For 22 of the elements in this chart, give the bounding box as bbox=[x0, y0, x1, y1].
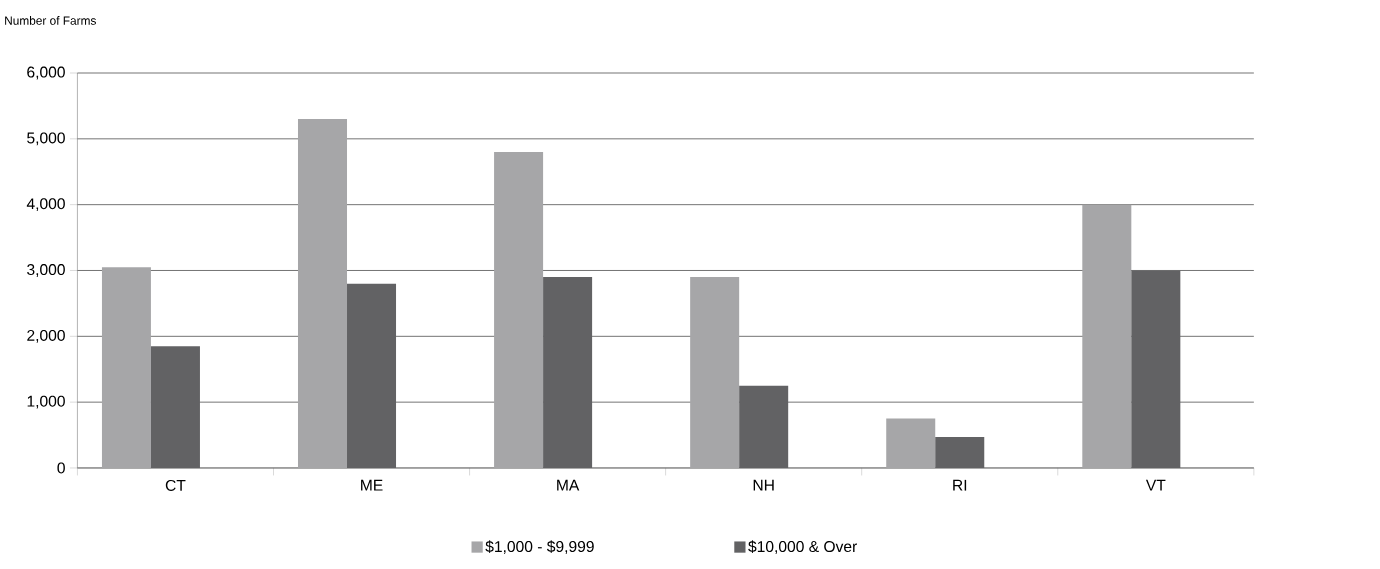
legend-label: $10,000 & Over bbox=[748, 540, 857, 554]
bar bbox=[101, 267, 151, 468]
bar bbox=[297, 119, 348, 468]
x-tick-label: VT bbox=[1145, 479, 1166, 491]
y-tick-label: 3,000 bbox=[27, 264, 65, 277]
legend-label: $1,000 - $9,999 bbox=[485, 540, 594, 554]
x-tick-label: CT bbox=[165, 479, 186, 491]
x-tick-label: NH bbox=[753, 479, 774, 491]
x-tick-label: RI bbox=[953, 479, 967, 491]
bar bbox=[886, 418, 936, 468]
bar bbox=[690, 277, 740, 468]
y-tick-label: 2,000 bbox=[27, 329, 65, 343]
x-tick-label: ME bbox=[361, 479, 383, 491]
y-tick-label: 0 bbox=[57, 462, 65, 474]
y-tick-label: 1,000 bbox=[27, 395, 65, 409]
bar bbox=[494, 151, 544, 468]
y-tick-label: 5,000 bbox=[27, 132, 65, 146]
y-tick-label: 4,000 bbox=[26, 198, 65, 212]
bar bbox=[1082, 204, 1132, 468]
y-axis-title: Number of Farms bbox=[5, 16, 96, 25]
y-tick-label: 6,000 bbox=[27, 66, 65, 80]
x-tick-label: MA bbox=[557, 479, 580, 491]
